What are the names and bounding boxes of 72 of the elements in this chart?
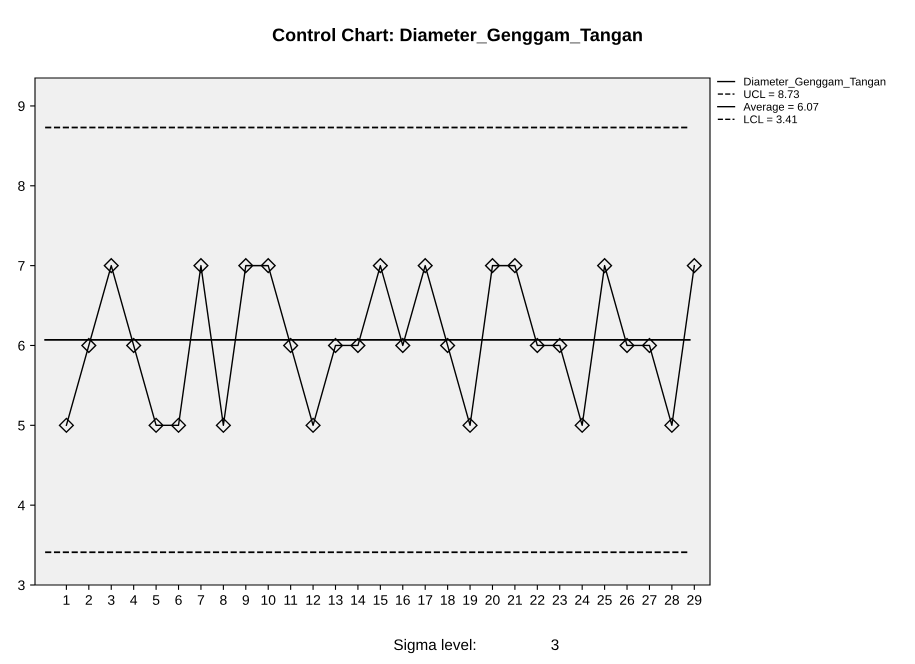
y-tick-label: 8 (18, 181, 25, 191)
x-tick-label: 15 (374, 595, 388, 605)
point (283, 338, 298, 354)
x-tick-label: 18 (440, 595, 455, 605)
x-tick-label: 10 (262, 595, 276, 605)
point (260, 258, 276, 274)
point (328, 338, 344, 354)
point (642, 338, 658, 354)
point (686, 258, 702, 274)
point (216, 418, 231, 433)
point (170, 418, 186, 433)
x-tick-label: 3 (108, 595, 114, 605)
x-tick-label: 17 (418, 595, 432, 605)
x-tick-label: 26 (620, 595, 634, 605)
x-tick-label: 27 (642, 595, 656, 605)
point (440, 338, 456, 354)
x-tick-label: 4 (130, 595, 138, 605)
x-tick-label: 21 (508, 595, 522, 605)
legend-label: Average = 6.07 (743, 102, 818, 113)
x-tick-label: 16 (396, 595, 410, 605)
point (148, 418, 164, 433)
x-tick-label: 24 (575, 595, 590, 605)
point (58, 418, 74, 433)
x-tick-label: 20 (485, 595, 500, 605)
point (597, 258, 612, 274)
y-tick-label: 7 (18, 261, 25, 271)
legend-label: LCL = 3.41 (744, 115, 798, 124)
x-tick-label: 1 (64, 595, 70, 605)
x-tick-label: 28 (664, 595, 679, 605)
point (372, 258, 388, 274)
x-tick-label: 5 (152, 595, 160, 605)
point (193, 258, 209, 274)
point (81, 338, 96, 354)
x-tick-label: 29 (687, 595, 702, 605)
point (484, 258, 500, 274)
text: Sigma level: (394, 638, 476, 654)
point (126, 338, 142, 354)
point (104, 258, 119, 274)
point (306, 418, 321, 433)
x-tick-label: 22 (530, 595, 544, 605)
point (507, 258, 522, 274)
point (462, 418, 478, 433)
x-tick-label: 8 (220, 595, 227, 605)
legend-label: UCL = 8.73 (744, 90, 799, 98)
text: 3 (551, 639, 559, 650)
x-tick-label: 11 (284, 595, 298, 605)
point (530, 338, 545, 354)
point (395, 338, 410, 354)
point (418, 258, 433, 274)
x-tick-label: 2 (86, 595, 92, 605)
x-tick-label: 25 (598, 595, 612, 605)
point (552, 338, 568, 354)
point (238, 258, 254, 274)
x-tick-label: 9 (242, 595, 249, 605)
y-tick-label: 4 (18, 500, 25, 510)
y-tick-label: 9 (18, 101, 25, 112)
y-tick-label: 6 (18, 340, 25, 351)
x-tick-label: 14 (351, 595, 366, 605)
point (664, 418, 680, 433)
x-tick-label: 19 (463, 595, 478, 605)
x-tick-label: 12 (306, 595, 320, 605)
y-tick-label: 3 (18, 580, 25, 590)
point (574, 418, 590, 433)
point (350, 338, 366, 354)
legend-label: Diameter_Genggam_Tangan (744, 77, 886, 88)
x-tick-label: 23 (552, 595, 567, 605)
y-tick-label: 5 (18, 420, 25, 430)
x-tick-label: 7 (198, 595, 204, 605)
x-tick-label: 13 (328, 595, 343, 605)
x-tick-label: 6 (175, 595, 182, 605)
chart-title: Control Chart: Diameter_Genggam_Tangan (272, 28, 642, 45)
point (619, 338, 635, 354)
